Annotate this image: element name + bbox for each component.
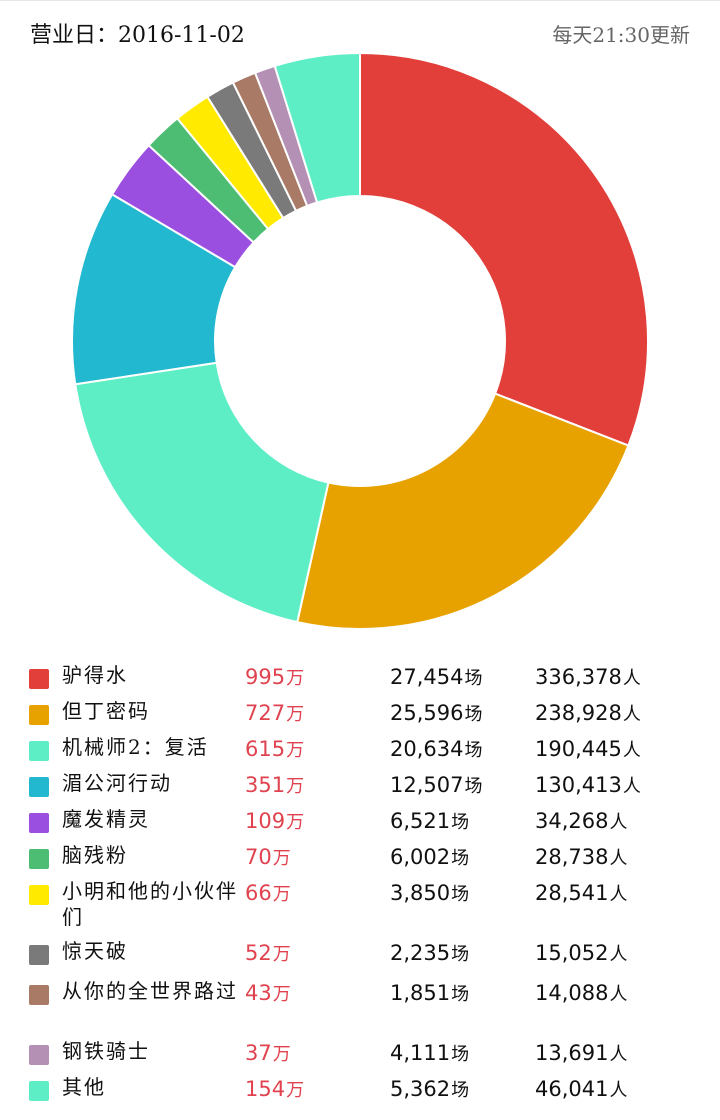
legend-row: 湄公河行动 351万 12,507场 130,413人 bbox=[0, 770, 720, 800]
shows-count: 12,507场 bbox=[390, 773, 483, 797]
audience-count: 15,052人 bbox=[535, 941, 628, 965]
revenue-value: 351万 bbox=[245, 773, 305, 797]
legend-swatch bbox=[29, 945, 49, 965]
shows-count: 27,454场 bbox=[390, 665, 483, 689]
legend-swatch bbox=[29, 813, 49, 833]
legend-row: 驴得水 995万 27,454场 336,378人 bbox=[0, 662, 720, 692]
shows-count: 2,235场 bbox=[390, 941, 470, 965]
donut-slice-1 bbox=[359, 51, 649, 447]
legend-row: 其他 154万 5,362场 46,041人 bbox=[0, 1074, 720, 1104]
movie-name: 机械师2：复活 bbox=[62, 735, 209, 759]
donut-slice-3 bbox=[74, 361, 330, 624]
legend-row: 钢铁骑士 37万 4,111场 13,691人 bbox=[0, 1038, 720, 1068]
movie-name: 但丁密码 bbox=[62, 699, 150, 723]
legend-row: 魔发精灵 109万 6,521场 34,268人 bbox=[0, 806, 720, 836]
shows-count: 4,111场 bbox=[390, 1041, 470, 1065]
movie-name: 魔发精灵 bbox=[62, 807, 150, 831]
revenue-value: 615万 bbox=[245, 737, 305, 761]
legend-swatch bbox=[29, 885, 49, 905]
movie-name: 惊天破 bbox=[62, 939, 128, 963]
revenue-value: 70万 bbox=[245, 845, 291, 869]
revenue-value: 66万 bbox=[245, 881, 291, 905]
movie-name: 小明和他的小伙伴们 bbox=[62, 879, 238, 929]
audience-count: 28,738人 bbox=[535, 845, 628, 869]
shows-count: 6,521场 bbox=[390, 809, 470, 833]
donut-slice-2 bbox=[296, 392, 630, 630]
legend-swatch bbox=[29, 741, 49, 761]
audience-count: 14,088人 bbox=[535, 981, 628, 1005]
audience-count: 336,378人 bbox=[535, 665, 641, 689]
audience-count: 46,041人 bbox=[535, 1077, 628, 1101]
revenue-value: 995万 bbox=[245, 665, 305, 689]
audience-count: 130,413人 bbox=[535, 773, 641, 797]
shows-count: 3,850场 bbox=[390, 881, 470, 905]
movie-name: 脑残粉 bbox=[62, 843, 128, 867]
revenue-value: 727万 bbox=[245, 701, 305, 725]
revenue-value: 37万 bbox=[245, 1041, 291, 1065]
audience-count: 28,541人 bbox=[535, 881, 628, 905]
legend-swatch bbox=[29, 1081, 49, 1101]
business-date: 营业日：2016-11-02 bbox=[30, 23, 245, 48]
movie-name: 驴得水 bbox=[62, 663, 128, 687]
box-office-donut-chart bbox=[71, 51, 649, 630]
legend-swatch bbox=[29, 985, 49, 1005]
legend-row: 小明和他的小伙伴们 66万 3,850场 28,541人 bbox=[0, 878, 720, 929]
revenue-value: 52万 bbox=[245, 941, 291, 965]
audience-count: 13,691人 bbox=[535, 1041, 628, 1065]
revenue-value: 109万 bbox=[245, 809, 305, 833]
legend-row: 机械师2：复活 615万 20,634场 190,445人 bbox=[0, 734, 720, 764]
audience-count: 238,928人 bbox=[535, 701, 641, 725]
shows-count: 5,362场 bbox=[390, 1077, 470, 1101]
donut-slice-11 bbox=[273, 51, 361, 204]
movie-name: 湄公河行动 bbox=[62, 771, 172, 795]
legend-row: 脑残粉 70万 6,002场 28,738人 bbox=[0, 842, 720, 872]
revenue-value: 43万 bbox=[245, 981, 291, 1005]
revenue-value: 154万 bbox=[245, 1077, 305, 1101]
movie-name: 从你的全世界路过 bbox=[62, 979, 238, 1003]
update-note: 每天21:30更新 bbox=[552, 23, 690, 47]
audience-count: 34,268人 bbox=[535, 809, 628, 833]
shows-count: 20,634场 bbox=[390, 737, 483, 761]
shows-count: 1,851场 bbox=[390, 981, 470, 1005]
legend-row: 惊天破 52万 2,235场 15,052人 bbox=[0, 938, 720, 968]
legend-swatch bbox=[29, 849, 49, 869]
legend-row: 从你的全世界路过 43万 1,851场 14,088人 bbox=[0, 978, 720, 1008]
legend-row: 但丁密码 727万 25,596场 238,928人 bbox=[0, 698, 720, 728]
movie-name: 其他 bbox=[62, 1075, 106, 1099]
audience-count: 190,445人 bbox=[535, 737, 641, 761]
shows-count: 25,596场 bbox=[390, 701, 483, 725]
header-bar: 营业日：2016-11-02 每天21:30更新 bbox=[0, 0, 720, 51]
shows-count: 6,002场 bbox=[390, 845, 470, 869]
legend-swatch bbox=[29, 705, 49, 725]
legend-swatch bbox=[29, 777, 49, 797]
legend-swatch bbox=[29, 669, 49, 689]
legend-swatch bbox=[29, 1045, 49, 1065]
movie-name: 钢铁骑士 bbox=[62, 1039, 150, 1063]
